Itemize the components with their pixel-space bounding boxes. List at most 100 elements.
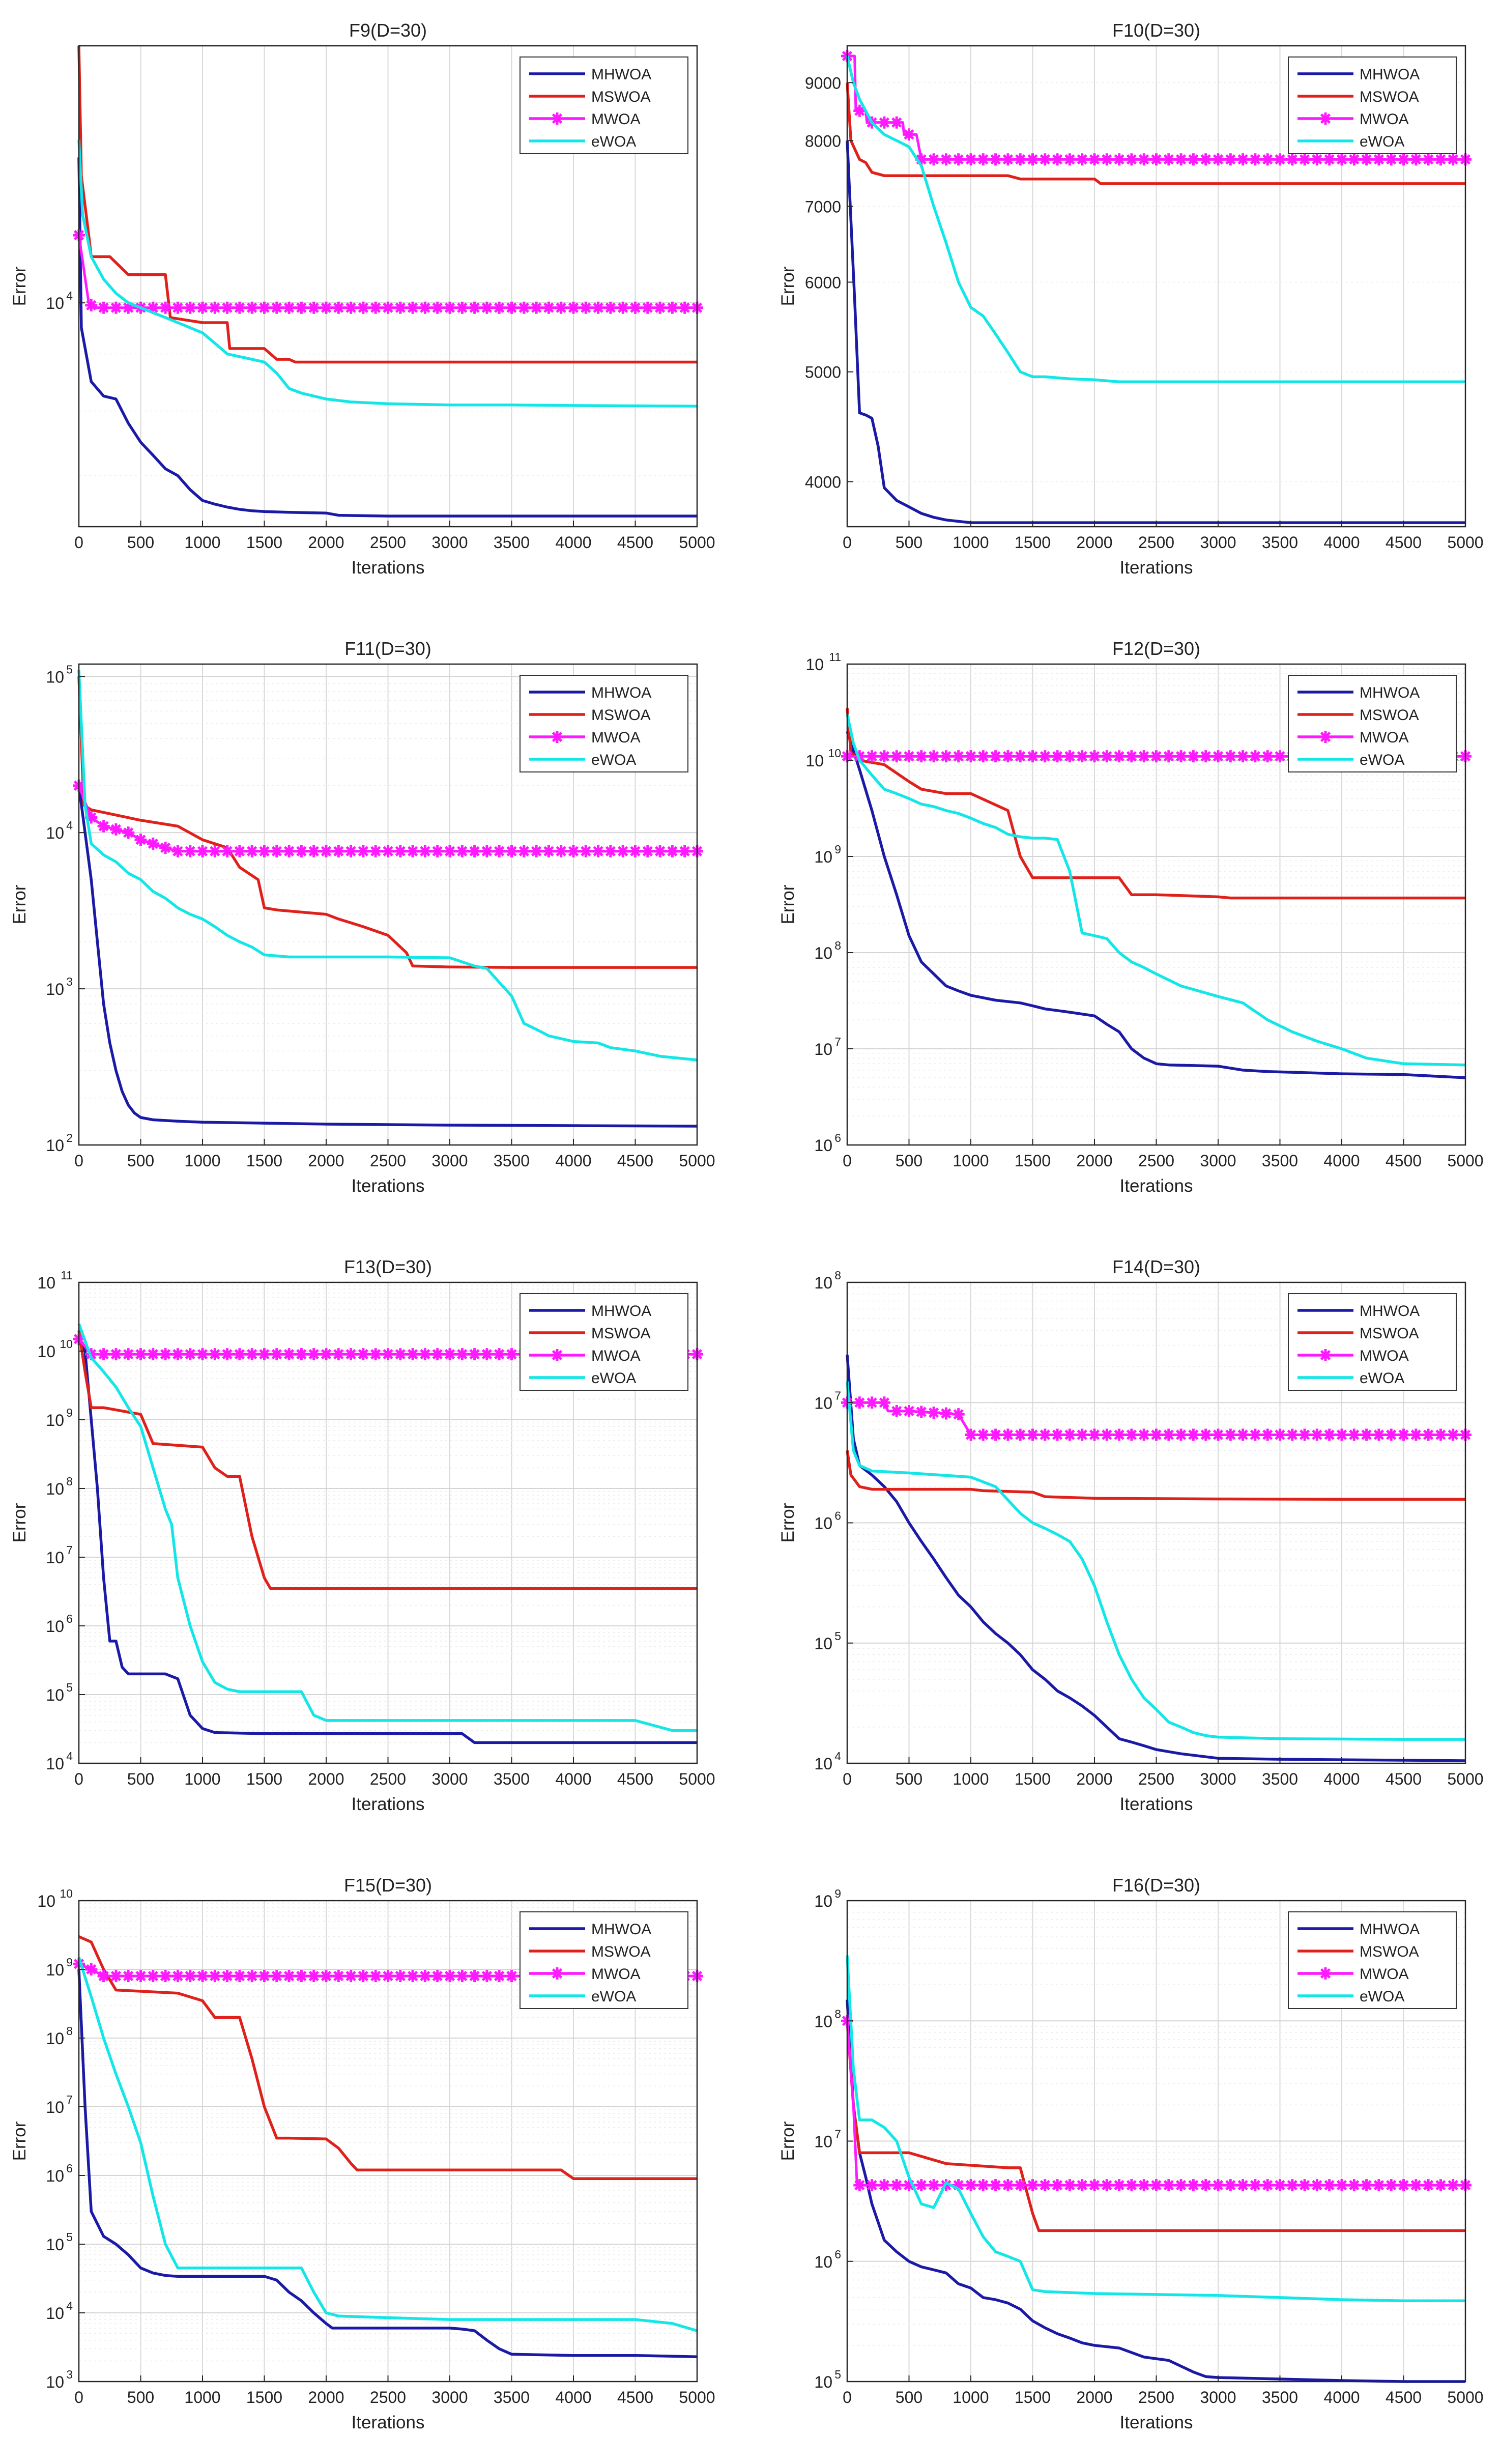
series-marker-mwoa <box>517 845 530 857</box>
series-marker-mwoa <box>542 845 555 857</box>
series-marker-mwoa <box>1063 153 1076 166</box>
series-marker-mwoa <box>394 301 407 314</box>
x-tick-label: 0 <box>74 1770 83 1788</box>
legend-label-mhwoa: MHWOA <box>591 1303 651 1320</box>
series-marker-mwoa <box>320 845 332 857</box>
y-tick-label: 10 <box>814 1635 832 1653</box>
series-marker-mwoa <box>1299 1428 1311 1441</box>
y-axis-label: Error <box>10 1503 30 1542</box>
x-tick-label: 500 <box>896 533 922 552</box>
series-marker-mwoa <box>530 845 543 857</box>
x-tick-label: 5000 <box>1447 2388 1483 2406</box>
series-marker-mwoa <box>233 845 246 857</box>
series-marker-mwoa <box>1199 2179 1212 2192</box>
legend-label-mswoa: MSWOA <box>1360 1325 1419 1342</box>
series-marker-mwoa <box>629 301 642 314</box>
series-marker-mwoa <box>903 128 915 141</box>
series-marker-mwoa <box>307 1970 320 1983</box>
x-tick-label: 3000 <box>1200 533 1236 552</box>
series-marker-mwoa <box>246 845 258 857</box>
series-marker-mwoa <box>283 845 296 857</box>
series-marker-mwoa <box>1236 1428 1249 1441</box>
series-marker-mwoa <box>283 301 296 314</box>
series-marker-mwoa <box>1236 2179 1249 2192</box>
series-marker-mwoa <box>1372 1428 1385 1441</box>
y-tick-label: 10 <box>46 1136 64 1155</box>
x-tick-label: 1500 <box>1015 2388 1051 2406</box>
series-marker-mwoa <box>1224 1428 1237 1441</box>
x-tick-label: 1500 <box>246 2388 282 2406</box>
series-marker-mwoa <box>97 1348 110 1361</box>
y-tick-label: 10 <box>814 944 832 962</box>
series-marker-mwoa <box>1125 1428 1138 1441</box>
series-marker-mwoa <box>1088 2179 1101 2192</box>
y-tick-exponent: 5 <box>834 2368 841 2381</box>
series-marker-mwoa <box>480 1970 493 1983</box>
series-marker-mwoa <box>1138 153 1150 166</box>
series-marker-mwoa <box>1175 2179 1188 2192</box>
y-tick-exponent: 10 <box>828 747 841 760</box>
x-tick-label: 3000 <box>1200 2388 1236 2406</box>
series-marker-mwoa <box>122 1970 135 1983</box>
series-marker-mwoa <box>493 845 506 857</box>
y-tick-label: 10 <box>46 2098 64 2116</box>
series-line-mhwoa <box>846 731 1466 1079</box>
y-tick-label: 7000 <box>805 197 841 216</box>
x-tick-label: 0 <box>74 533 83 552</box>
series-marker-mwoa <box>357 1970 369 1983</box>
series-marker-mwoa <box>431 1970 444 1983</box>
y-tick-label: 10 <box>46 1411 64 1429</box>
x-tick-label: 3000 <box>431 1770 468 1788</box>
series-line-ewoa <box>77 1323 697 1732</box>
x-tick-label: 4500 <box>617 1770 653 1788</box>
series-marker-mwoa <box>1323 153 1336 166</box>
series-marker-mwoa <box>915 2179 928 2192</box>
series-marker-mwoa <box>493 1348 506 1361</box>
x-tick-label: 4500 <box>1386 1770 1422 1788</box>
legend-label-mhwoa: MHWOA <box>1360 1921 1420 1938</box>
x-tick-label: 5000 <box>1447 1770 1483 1788</box>
legend-label-mhwoa: MHWOA <box>591 684 651 701</box>
series-marker-mwoa <box>295 845 308 857</box>
x-tick-label: 500 <box>896 1770 922 1788</box>
series-marker-mwoa <box>1113 153 1126 166</box>
x-tick-label: 0 <box>843 533 852 552</box>
legend-label-mhwoa: MHWOA <box>1360 684 1420 701</box>
series-marker-mwoa <box>1014 153 1027 166</box>
series-group <box>841 1955 1472 2383</box>
series-marker-mwoa <box>1162 1428 1175 1441</box>
series-group <box>73 1935 703 2358</box>
series-line-mhwoa <box>77 1338 697 1744</box>
x-axis-label: Iterations <box>352 1176 425 1196</box>
series-marker-mwoa <box>604 301 617 314</box>
series-marker-mwoa <box>1014 2179 1027 2192</box>
series-marker-mwoa <box>866 1396 878 1409</box>
x-tick-label: 3500 <box>1262 533 1298 552</box>
series-marker-mwoa <box>1409 153 1422 166</box>
series-marker-mwoa <box>1434 1428 1447 1441</box>
series-marker-mwoa <box>1138 750 1150 763</box>
series-marker-mwoa <box>952 153 965 166</box>
series-marker-mwoa <box>1447 153 1459 166</box>
series-marker-mwoa <box>1039 1428 1051 1441</box>
series-line-mswoa <box>77 676 697 969</box>
series-marker-mwoa <box>171 845 184 857</box>
legend-label-mswoa: MSWOA <box>591 89 651 105</box>
series-marker-mwoa <box>505 301 518 314</box>
series-marker-mwoa <box>85 299 98 311</box>
series-marker-mwoa <box>555 301 567 314</box>
series-marker-mwoa <box>1187 1428 1200 1441</box>
series-line-mhwoa <box>77 1969 698 2358</box>
y-tick-label: 10 <box>46 2304 64 2323</box>
series-marker-mwoa <box>233 1970 246 1983</box>
series-marker-mwoa <box>159 1348 172 1361</box>
series-marker-mwoa <box>419 845 431 857</box>
series-marker-mwoa <box>159 301 172 314</box>
x-tick-label: 0 <box>74 1152 83 1170</box>
legend: MHWOA MSWOA MWOA eWOA <box>520 1293 688 1391</box>
series-marker-mwoa <box>1409 2179 1422 2192</box>
series-marker-mwoa <box>903 1405 915 1417</box>
x-tick-label: 3000 <box>1200 1152 1236 1170</box>
series-marker-mwoa <box>1447 1428 1459 1441</box>
series-marker-mwoa <box>866 750 878 763</box>
